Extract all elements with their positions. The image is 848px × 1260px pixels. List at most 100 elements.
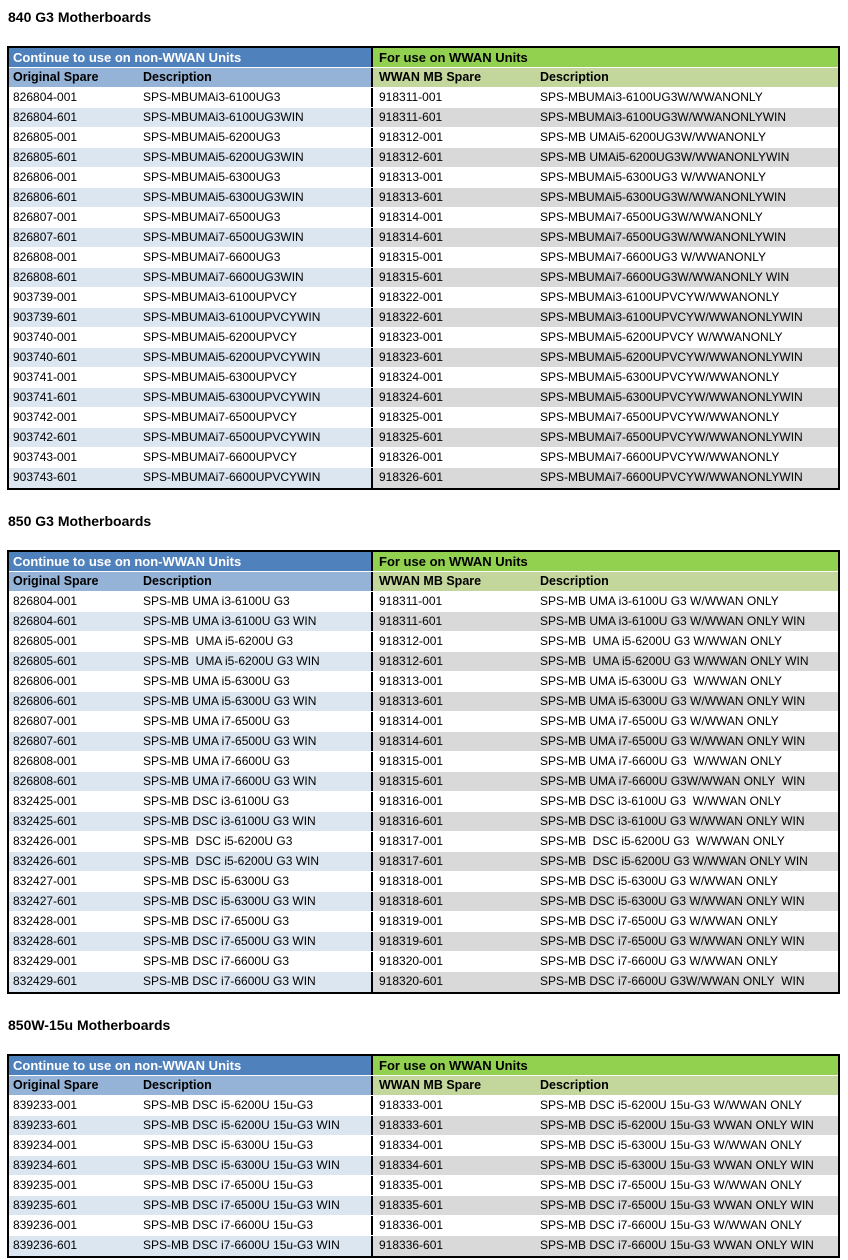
- description-cell: SPS-MBUMAi7-6600UG3: [137, 248, 371, 267]
- wwan-description-cell: SPS-MB DSC i7-6500U G3 W/WWAN ONLY WIN: [536, 932, 838, 951]
- col-header-description: Description: [137, 1076, 371, 1095]
- table-column-header: Original Spare Description WWAN MB Spare…: [9, 572, 838, 592]
- wwan-description-cell: SPS-MBUMAi7-6600UPVCYW/WWANONLY: [536, 448, 838, 467]
- table-group-header: Continue to use on non-WWAN Units For us…: [9, 1056, 838, 1076]
- wwan-description-cell: SPS-MB UMAi5-6200UG3W/WWANONLYWIN: [536, 148, 838, 167]
- wwan-spare-cell: 918313-601: [371, 188, 536, 207]
- table-row: 826805-001 SPS-MBUMAi5-6200UG3 918312-00…: [9, 128, 838, 148]
- table-row: 826808-601 SPS-MB UMA i7-6600U G3 WIN 91…: [9, 772, 838, 792]
- description-cell: SPS-MBUMAi5-6300UG3: [137, 168, 371, 187]
- wwan-description-cell: SPS-MB UMAi5-6200UG3W/WWANONLY: [536, 128, 838, 147]
- table-row: 832429-601 SPS-MB DSC i7-6600U G3 WIN 91…: [9, 972, 838, 992]
- wwan-description-cell: SPS-MB DSC i5-6200U G3 W/WWAN ONLY WIN: [536, 852, 838, 871]
- table-row: 826804-601 SPS-MB UMA i3-6100U G3 WIN 91…: [9, 612, 838, 632]
- table-row: 903742-001 SPS-MBUMAi7-6500UPVCY 918325-…: [9, 408, 838, 428]
- wwan-spare-cell: 918335-601: [371, 1196, 536, 1215]
- original-spare-cell: 903743-001: [9, 448, 137, 467]
- original-spare-cell: 826804-001: [9, 592, 137, 611]
- wwan-description-cell: SPS-MBUMAi5-6200UPVCYW/WWANONLYWIN: [536, 348, 838, 367]
- table-row: 903741-001 SPS-MBUMAi5-6300UPVCY 918324-…: [9, 368, 838, 388]
- wwan-description-cell: SPS-MB DSC i5-6200U G3 W/WWAN ONLY: [536, 832, 838, 851]
- original-spare-cell: 839236-601: [9, 1236, 137, 1256]
- wwan-spare-cell: 918320-601: [371, 972, 536, 992]
- section-850w-15u: 850W-15u Motherboards Continue to use on…: [7, 1015, 848, 1258]
- original-spare-cell: 903740-601: [9, 348, 137, 367]
- description-cell: SPS-MBUMAi5-6300UG3WIN: [137, 188, 371, 207]
- wwan-spare-cell: 918315-601: [371, 268, 536, 287]
- table-row: 832427-601 SPS-MB DSC i5-6300U G3 WIN 91…: [9, 892, 838, 912]
- wwan-description-cell: SPS-MBUMAi3-6100UPVCYW/WWANONLYWIN: [536, 308, 838, 327]
- wwan-description-cell: SPS-MBUMAi3-6100UG3W/WWANONLYWIN: [536, 108, 838, 127]
- original-spare-cell: 832427-601: [9, 892, 137, 911]
- wwan-spare-cell: 918317-601: [371, 852, 536, 871]
- description-cell: SPS-MBUMAi5-6200UG3WIN: [137, 148, 371, 167]
- wwan-description-cell: SPS-MB DSC i7-6500U 15u-G3 WWAN ONLY WIN: [536, 1196, 838, 1215]
- col-header-original-spare: Original Spare: [9, 1076, 137, 1095]
- table-row: 903742-601 SPS-MBUMAi7-6500UPVCYWIN 9183…: [9, 428, 838, 448]
- wwan-group-header: For use on WWAN Units: [371, 552, 838, 571]
- original-spare-cell: 839234-601: [9, 1156, 137, 1175]
- original-spare-cell: 832428-601: [9, 932, 137, 951]
- wwan-spare-cell: 918315-601: [371, 772, 536, 791]
- wwan-description-cell: SPS-MB UMA i3-6100U G3 W/WWAN ONLY: [536, 592, 838, 611]
- wwan-spare-cell: 918333-001: [371, 1096, 536, 1115]
- wwan-spare-cell: 918311-601: [371, 612, 536, 631]
- description-cell: SPS-MBUMAi7-6500UPVCYWIN: [137, 428, 371, 447]
- wwan-spare-cell: 918320-001: [371, 952, 536, 971]
- original-spare-cell: 839234-001: [9, 1136, 137, 1155]
- table-row: 839235-001 SPS-MB DSC i7-6500U 15u-G3 91…: [9, 1176, 838, 1196]
- wwan-description-cell: SPS-MB UMA i7-6600U G3 W/WWAN ONLY: [536, 752, 838, 771]
- wwan-spare-cell: 918336-001: [371, 1216, 536, 1235]
- table-row: 826804-001 SPS-MBUMAi3-6100UG3 918311-00…: [9, 88, 838, 108]
- wwan-spare-cell: 918333-601: [371, 1116, 536, 1135]
- original-spare-cell: 832426-001: [9, 832, 137, 851]
- section-title: 850 G3 Motherboards: [8, 513, 152, 529]
- wwan-group-header: For use on WWAN Units: [371, 48, 838, 67]
- description-cell: SPS-MBUMAi7-6600UG3WIN: [137, 268, 371, 287]
- table-row: 903740-601 SPS-MBUMAi5-6200UPVCYWIN 9183…: [9, 348, 838, 368]
- col-header-wwan-mb-spare: WWAN MB Spare: [371, 572, 536, 591]
- original-spare-cell: 826806-601: [9, 188, 137, 207]
- section-840-g3: 840 G3 Motherboards Continue to use on n…: [7, 7, 848, 490]
- original-spare-cell: 839235-601: [9, 1196, 137, 1215]
- wwan-spare-cell: 918334-001: [371, 1136, 536, 1155]
- original-spare-cell: 826805-001: [9, 632, 137, 651]
- table-group-header: Continue to use on non-WWAN Units For us…: [9, 48, 838, 68]
- description-cell: SPS-MBUMAi3-6100UG3: [137, 88, 371, 107]
- table-row: 839233-001 SPS-MB DSC i5-6200U 15u-G3 91…: [9, 1096, 838, 1116]
- table-row: 832428-601 SPS-MB DSC i7-6500U G3 WIN 91…: [9, 932, 838, 952]
- wwan-spare-cell: 918312-001: [371, 128, 536, 147]
- wwan-spare-cell: 918314-601: [371, 228, 536, 247]
- wwan-spare-cell: 918319-601: [371, 932, 536, 951]
- wwan-description-cell: SPS-MBUMAi5-6300UG3W/WWANONLYWIN: [536, 188, 838, 207]
- table-row: 826806-001 SPS-MBUMAi5-6300UG3 918313-00…: [9, 168, 838, 188]
- table-row: 839234-601 SPS-MB DSC i5-6300U 15u-G3 WI…: [9, 1156, 838, 1176]
- wwan-spare-cell: 918336-601: [371, 1236, 536, 1256]
- wwan-description-cell: SPS-MB UMA i5-6300U G3 W/WWAN ONLY: [536, 672, 838, 691]
- original-spare-cell: 826806-001: [9, 168, 137, 187]
- table-row: 903741-601 SPS-MBUMAi5-6300UPVCYWIN 9183…: [9, 388, 838, 408]
- description-cell: SPS-MB UMA i5-6200U G3 WIN: [137, 652, 371, 671]
- original-spare-cell: 826808-001: [9, 248, 137, 267]
- non-wwan-group-header: Continue to use on non-WWAN Units: [9, 48, 371, 67]
- wwan-spare-cell: 918317-001: [371, 832, 536, 851]
- wwan-spare-cell: 918313-001: [371, 168, 536, 187]
- table-row: 832428-001 SPS-MB DSC i7-6500U G3 918319…: [9, 912, 838, 932]
- table-row: 826807-601 SPS-MBUMAi7-6500UG3WIN 918314…: [9, 228, 838, 248]
- description-cell: SPS-MBUMAi3-6100UPVCYWIN: [137, 308, 371, 327]
- wwan-spare-cell: 918319-001: [371, 912, 536, 931]
- wwan-description-cell: SPS-MB DSC i7-6600U 15u-G3 WWAN ONLY WIN: [536, 1236, 838, 1256]
- description-cell: SPS-MBUMAi5-6300UPVCYWIN: [137, 388, 371, 407]
- original-spare-cell: 903739-601: [9, 308, 137, 327]
- table-row: 826807-001 SPS-MB UMA i7-6500U G3 918314…: [9, 712, 838, 732]
- wwan-spare-cell: 918314-001: [371, 208, 536, 227]
- wwan-description-cell: SPS-MB DSC i5-6200U 15u-G3 WWAN ONLY WIN: [536, 1116, 838, 1135]
- original-spare-cell: 832429-601: [9, 972, 137, 992]
- wwan-description-cell: SPS-MB DSC i5-6300U 15u-G3 WWAN ONLY WIN: [536, 1156, 838, 1175]
- description-cell: SPS-MB DSC i5-6300U 15u-G3 WIN: [137, 1156, 371, 1175]
- wwan-spare-cell: 918315-001: [371, 752, 536, 771]
- col-header-wwan-description: Description: [536, 68, 838, 87]
- col-header-description: Description: [137, 572, 371, 591]
- spares-table: Continue to use on non-WWAN Units For us…: [7, 550, 840, 994]
- original-spare-cell: 826807-001: [9, 208, 137, 227]
